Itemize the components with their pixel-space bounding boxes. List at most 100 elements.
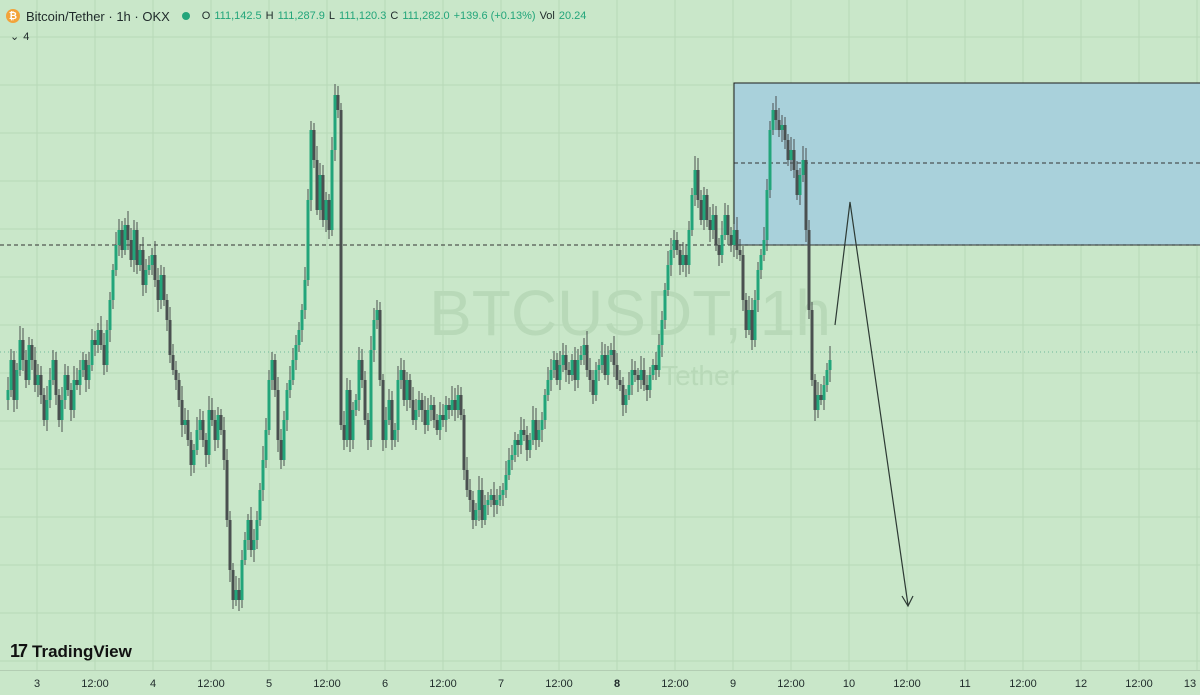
candle-body: [234, 590, 238, 600]
time-axis-label: 12: [1074, 678, 1088, 690]
candle-body: [615, 365, 619, 380]
time-axis-label: 12:00: [197, 678, 225, 690]
candle-body: [561, 355, 565, 365]
candle-body: [810, 310, 814, 380]
candle-body: [753, 300, 757, 340]
candle-body: [687, 230, 691, 265]
candle-body: [471, 500, 475, 520]
candle-body: [300, 310, 304, 330]
candle-body: [426, 410, 430, 425]
candle-body: [606, 355, 610, 375]
candle-body: [213, 420, 217, 440]
candle-body: [648, 375, 652, 390]
candle-body: [348, 390, 352, 440]
bitcoin-icon: ₿: [6, 9, 20, 23]
candle-body: [756, 270, 760, 300]
candle-body: [9, 360, 13, 390]
watermark-name: Tether: [661, 360, 739, 391]
indicators-toggle[interactable]: ⌄ 4: [10, 30, 30, 44]
candle-body: [468, 490, 472, 500]
candle-body: [585, 345, 589, 370]
candle-body: [588, 370, 592, 380]
candle-body: [612, 350, 616, 365]
candle-body: [183, 420, 187, 425]
candle-body: [345, 390, 349, 440]
candle-body: [288, 380, 292, 390]
candle-body: [108, 300, 112, 330]
candle-body: [444, 405, 448, 420]
candle-body: [96, 330, 100, 345]
symbol-title[interactable]: Bitcoin/Tether · 1h · OKX: [26, 8, 170, 24]
candle-body: [306, 200, 310, 280]
candle-body: [801, 160, 805, 175]
market-status-icon: [181, 12, 190, 20]
candle-body: [93, 340, 97, 345]
chevron-down-icon: ⌄: [10, 31, 20, 43]
candle-body: [642, 370, 646, 385]
candle-body: [372, 320, 376, 350]
candle-body: [780, 125, 784, 130]
candle-body: [519, 430, 523, 445]
candle-body: [768, 130, 772, 190]
candle-body: [546, 380, 550, 395]
candle-body: [402, 370, 406, 400]
candle-body: [189, 440, 193, 465]
candle-body: [228, 520, 232, 570]
candle-body: [138, 250, 142, 265]
candle-body: [141, 250, 145, 285]
candle-body: [429, 405, 433, 410]
indicator-count: 4: [23, 30, 30, 43]
candle-body: [618, 380, 622, 385]
tradingview-logo[interactable]: 17 TradingView: [10, 641, 132, 662]
tradingview-logo-icon: 17: [10, 641, 28, 661]
candle-body: [651, 365, 655, 375]
candle-body: [207, 410, 211, 455]
candle-body: [510, 455, 514, 460]
projection-path: [834, 201, 909, 606]
candle-body: [489, 495, 493, 500]
candle-body: [18, 340, 22, 370]
candle-body: [120, 230, 124, 250]
time-axis-label: 4: [149, 678, 157, 690]
time-axis-label: 11: [959, 678, 971, 690]
candle-body: [387, 400, 391, 420]
candle-body: [636, 375, 640, 380]
price-chart[interactable]: BTCUSDT, 1h Tether: [0, 0, 1200, 670]
candle-body: [396, 380, 400, 430]
time-axis[interactable]: 3 12:00 4 12:00 5 12:00 6 12:00 7 12:00 8 12:00 9 12:…: [0, 670, 1200, 695]
candle-body: [702, 195, 706, 220]
time-axis-label: 12:00: [1125, 678, 1153, 690]
candle-body: [795, 170, 799, 195]
candle-body: [750, 310, 754, 340]
candle-body: [111, 270, 115, 300]
candle-body: [177, 380, 181, 400]
candle-body: [411, 400, 415, 420]
candle-body: [273, 360, 277, 390]
candle-body: [666, 265, 670, 290]
candle-body: [504, 475, 508, 490]
candle-body: [498, 495, 502, 500]
candle-body: [219, 415, 223, 430]
candle-body: [552, 360, 556, 370]
candle-body: [576, 360, 580, 380]
time-axis-label: 13: [1183, 678, 1197, 690]
candle-body: [771, 110, 775, 130]
time-axis-label: 8: [613, 678, 621, 690]
candle-body: [699, 200, 703, 220]
candle-body: [555, 360, 559, 380]
time-axis-label: 12:00: [777, 678, 805, 690]
candle-body: [441, 415, 445, 420]
candle-body: [153, 255, 157, 280]
candle-body: [525, 435, 529, 450]
candle-body: [117, 230, 121, 245]
candle-body: [639, 370, 643, 380]
projection-arrowhead: [901, 595, 914, 608]
candle-body: [132, 230, 136, 260]
candle-body: [63, 375, 67, 400]
candle-body: [45, 400, 49, 420]
candle-body: [54, 360, 58, 395]
candle-body: [192, 450, 196, 465]
candle-body: [522, 430, 526, 435]
candle-body: [144, 270, 148, 285]
